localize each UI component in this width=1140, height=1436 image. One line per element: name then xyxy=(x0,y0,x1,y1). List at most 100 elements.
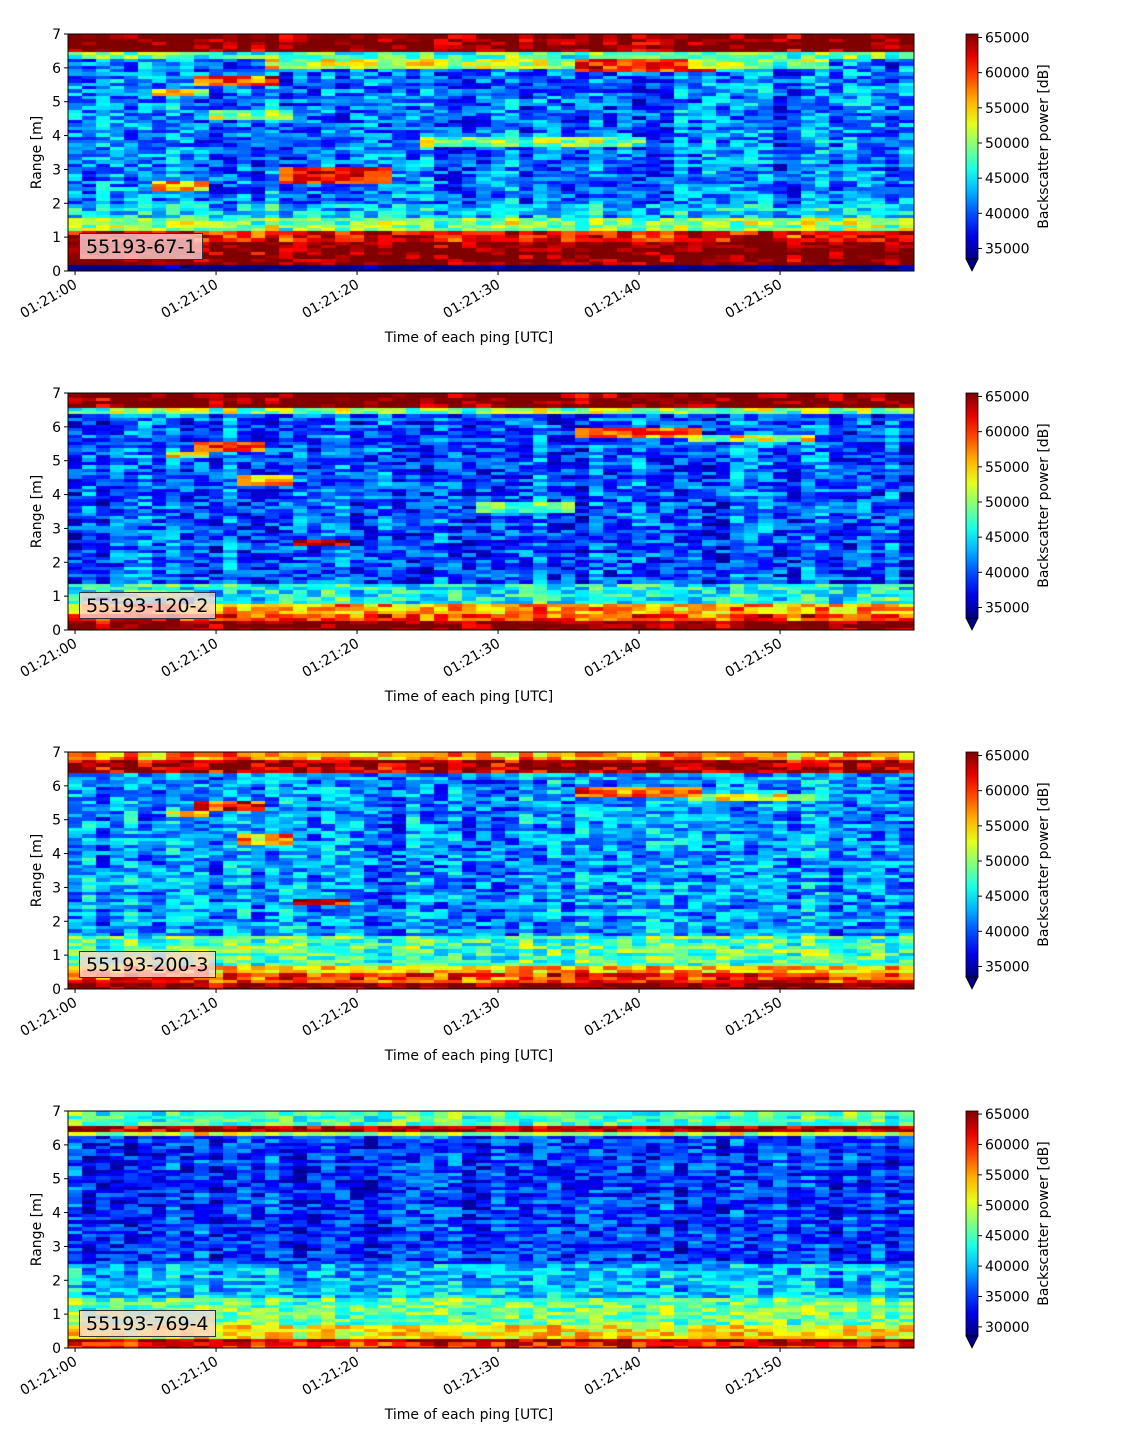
sample-id-label: 55193-200-3 xyxy=(79,951,216,978)
y-tick-label: 2 xyxy=(52,196,61,212)
plot-frame xyxy=(67,33,915,272)
x-tick-label: 01:21:30 xyxy=(441,995,503,1040)
chart-axes-svg: 0 1 2 3 4 5 6 7 01:21:00 01:21:10 01:21:20 01:21:30… xyxy=(18,1104,1052,1423)
y-axis-label: Range [m] xyxy=(29,834,45,907)
sample-id-label: 55193-120-2 xyxy=(79,592,216,619)
y-tick-label: 7 xyxy=(52,745,61,761)
y-tick-label: 6 xyxy=(52,1138,61,1154)
y-tick-label: 2 xyxy=(52,555,61,571)
x-tick-label: 01:21:50 xyxy=(723,277,785,322)
x-axis-label: Time of each ping [UTC] xyxy=(384,1048,554,1064)
colorbar-tick-label: 55000 xyxy=(985,460,1030,476)
y-tick-label: 3 xyxy=(52,1239,61,1255)
colorbar-tick-label: 50000 xyxy=(985,495,1030,511)
y-tick-label: 6 xyxy=(52,61,61,77)
x-tick-label: 01:21:30 xyxy=(441,636,503,681)
colorbar-tick-label: 60000 xyxy=(985,1137,1030,1153)
y-axis-label: Range [m] xyxy=(29,116,45,189)
x-tick-label: 01:21:40 xyxy=(582,995,644,1040)
y-tick-label: 5 xyxy=(52,95,61,111)
y-axis-label: Range [m] xyxy=(29,1193,45,1266)
colorbar-tick-label: 45000 xyxy=(985,171,1030,187)
x-tick-label: 01:21:50 xyxy=(723,1354,785,1399)
colorbar-label: Backscatter power [dB] xyxy=(1036,64,1052,229)
plot-frame xyxy=(67,751,915,990)
x-axis-label: Time of each ping [UTC] xyxy=(384,689,554,705)
chart-panel-1: 0 1 2 3 4 5 6 7 01:21:00 01:21:10 01:21:20 01:21:30… xyxy=(0,0,1140,359)
y-tick-label: 1 xyxy=(52,1307,61,1323)
colorbar-tick-label: 40000 xyxy=(985,1259,1030,1275)
heatmap-image xyxy=(68,34,914,271)
y-tick-label: 1 xyxy=(52,589,61,605)
y-tick-label: 1 xyxy=(52,948,61,964)
colorbar-tick-label: 55000 xyxy=(985,819,1030,835)
colorbar-extend-triangle xyxy=(965,617,979,631)
y-tick-label: 5 xyxy=(52,813,61,829)
colorbar xyxy=(965,33,979,260)
colorbar xyxy=(965,1110,979,1337)
x-axis-label: Time of each ping [UTC] xyxy=(384,1407,554,1423)
colorbar-tick-label: 60000 xyxy=(985,784,1030,800)
plot-frame xyxy=(67,1110,915,1349)
colorbar-tick-label: 40000 xyxy=(985,565,1030,581)
x-tick-label: 01:21:00 xyxy=(18,277,80,322)
x-tick-label: 01:21:30 xyxy=(441,277,503,322)
x-axis-label: Time of each ping [UTC] xyxy=(384,330,554,346)
chart-axes-svg: 0 1 2 3 4 5 6 7 01:21:00 01:21:10 01:21:20 01:21:30… xyxy=(18,27,1052,346)
x-tick-label: 01:21:10 xyxy=(159,995,221,1040)
chart-axes-svg: 0 1 2 3 4 5 6 7 01:21:00 01:21:10 01:21:20 01:21:30… xyxy=(18,386,1052,705)
y-tick-label: 6 xyxy=(52,420,61,436)
chart-axes-svg: 0 1 2 3 4 5 6 7 01:21:00 01:21:10 01:21:20 01:21:30… xyxy=(18,745,1052,1064)
colorbar-tick-label: 55000 xyxy=(985,1168,1030,1184)
x-tick-label: 01:21:20 xyxy=(300,277,362,322)
x-tick-label: 01:21:40 xyxy=(582,1354,644,1399)
colorbar-tick-label: 50000 xyxy=(985,136,1030,152)
colorbar xyxy=(965,392,979,619)
colorbar-tick-label: 45000 xyxy=(985,1229,1030,1245)
colorbar-tick-label: 50000 xyxy=(985,854,1030,870)
y-tick-label: 1 xyxy=(52,230,61,246)
colorbar-label: Backscatter power [dB] xyxy=(1036,782,1052,947)
colorbar-tick-label: 50000 xyxy=(985,1198,1030,1214)
colorbar-extend-triangle xyxy=(965,1335,979,1349)
x-tick-label: 01:21:20 xyxy=(300,1354,362,1399)
y-tick-label: 4 xyxy=(52,847,61,863)
y-tick-label: 5 xyxy=(52,454,61,470)
colorbar xyxy=(965,751,979,978)
heatmap-image xyxy=(68,752,914,989)
colorbar-tick-label: 30000 xyxy=(985,1320,1030,1336)
x-tick-label: 01:21:10 xyxy=(159,1354,221,1399)
heatmap-image xyxy=(68,1111,914,1348)
colorbar-label: Backscatter power [dB] xyxy=(1036,1141,1052,1306)
y-tick-label: 7 xyxy=(52,386,61,402)
colorbar-tick-label: 45000 xyxy=(985,530,1030,546)
x-tick-label: 01:21:20 xyxy=(300,995,362,1040)
y-tick-label: 2 xyxy=(52,1273,61,1289)
colorbar-label: Backscatter power [dB] xyxy=(1036,423,1052,588)
sample-id-label: 55193-67-1 xyxy=(79,233,204,260)
x-tick-label: 01:21:00 xyxy=(18,995,80,1040)
colorbar-tick-label: 65000 xyxy=(985,1107,1030,1123)
x-tick-label: 01:21:00 xyxy=(18,1354,80,1399)
colorbar-extend-triangle xyxy=(965,976,979,990)
x-tick-label: 01:21:50 xyxy=(723,636,785,681)
colorbar-tick-label: 65000 xyxy=(985,31,1030,47)
x-tick-label: 01:21:10 xyxy=(159,636,221,681)
x-tick-label: 01:21:30 xyxy=(441,1354,503,1399)
y-tick-label: 4 xyxy=(52,129,61,145)
y-tick-label: 3 xyxy=(52,162,61,178)
colorbar-tick-label: 60000 xyxy=(985,66,1030,82)
colorbar-tick-label: 35000 xyxy=(985,1289,1030,1305)
y-tick-label: 4 xyxy=(52,1206,61,1222)
y-tick-label: 3 xyxy=(52,521,61,537)
y-tick-label: 0 xyxy=(52,982,61,998)
y-tick-label: 0 xyxy=(52,623,61,639)
y-tick-label: 6 xyxy=(52,779,61,795)
colorbar-tick-label: 35000 xyxy=(985,241,1030,257)
colorbar-tick-label: 65000 xyxy=(985,749,1030,765)
y-tick-label: 5 xyxy=(52,1172,61,1188)
y-tick-label: 0 xyxy=(52,264,61,280)
y-tick-label: 7 xyxy=(52,1104,61,1120)
colorbar-tick-label: 40000 xyxy=(985,924,1030,940)
